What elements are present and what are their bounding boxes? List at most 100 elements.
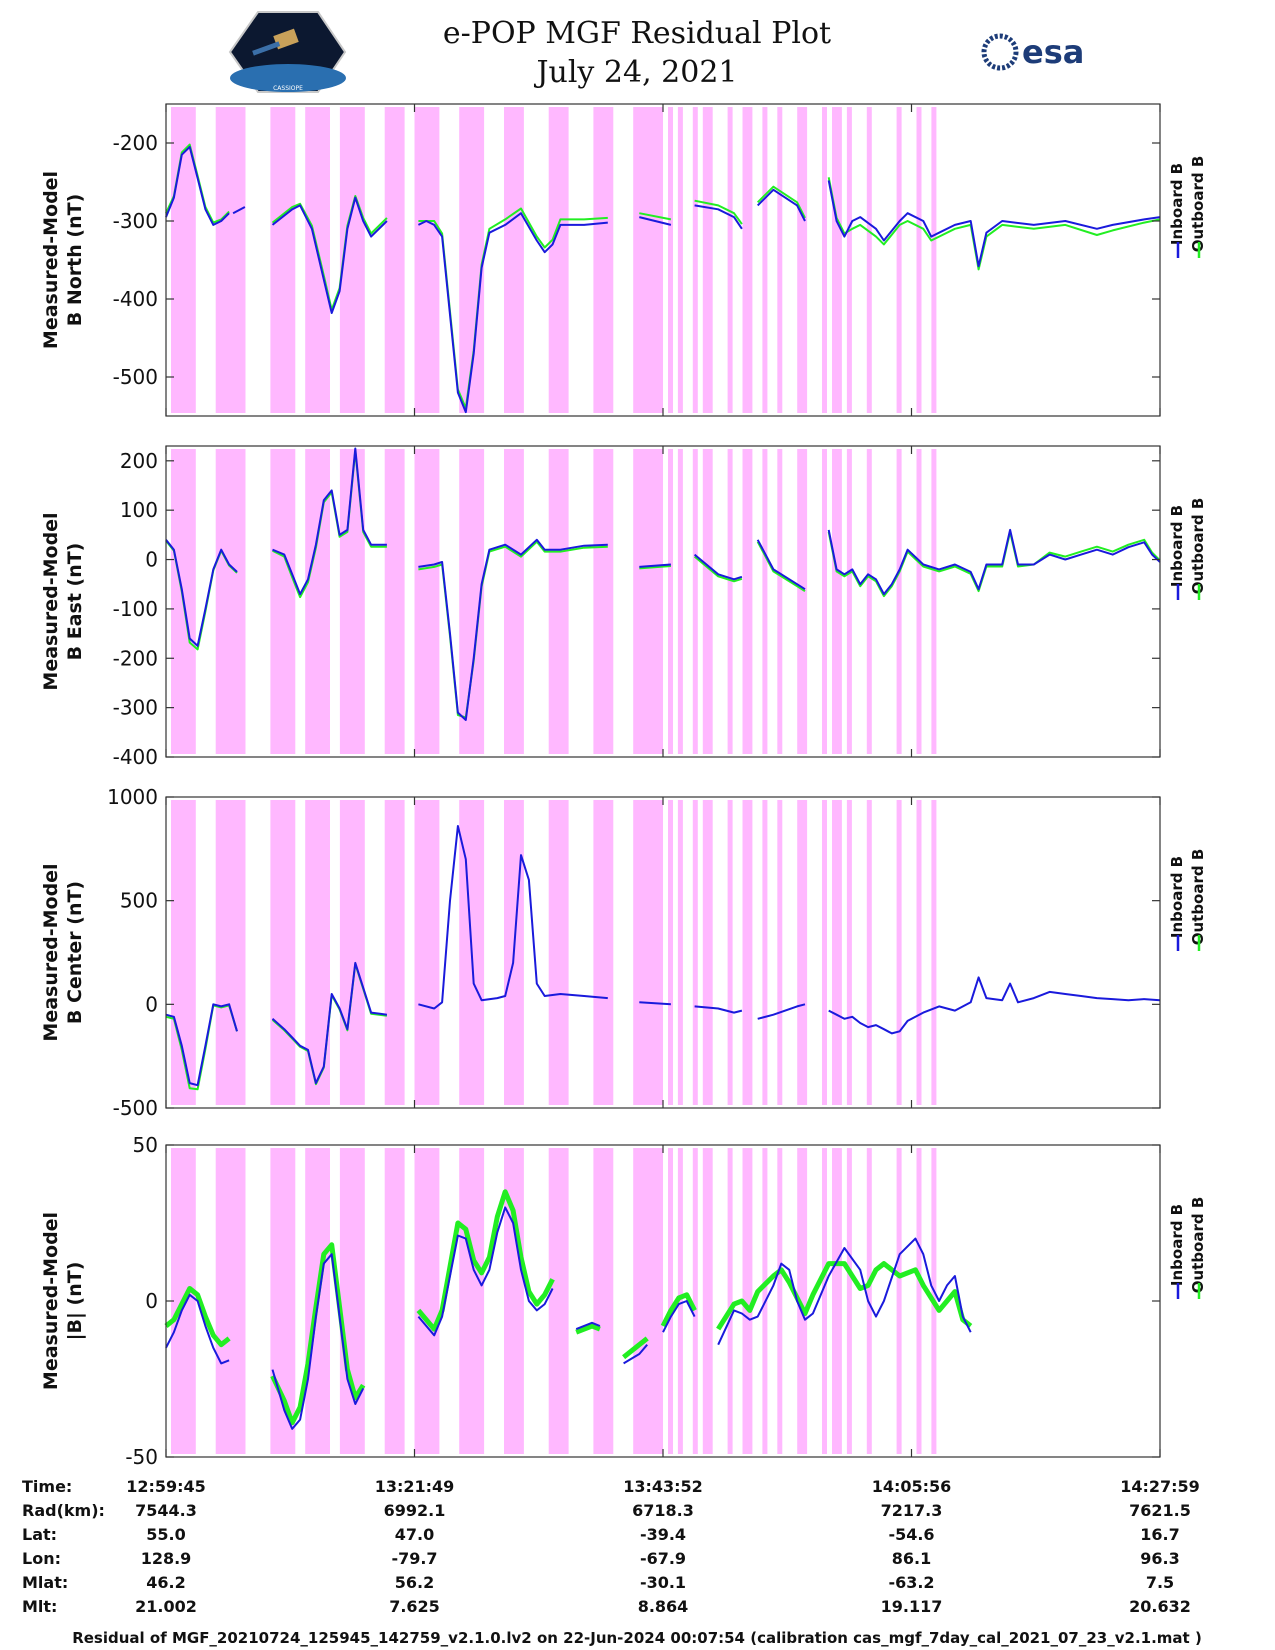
inboard-series-line xyxy=(418,825,608,1010)
data-gap-band xyxy=(633,800,663,1105)
data-gap-band xyxy=(846,800,852,1105)
inboard-series-line xyxy=(165,1003,238,1087)
data-gap-band xyxy=(339,800,365,1105)
data-gap-band xyxy=(504,1148,524,1454)
data-gap-band xyxy=(459,1148,485,1454)
data-gap-band xyxy=(270,107,296,413)
legend: Inboard B Outboard B xyxy=(1168,498,1207,600)
data-gap-band xyxy=(931,449,937,754)
cassiope-logo: CASSIOPE xyxy=(228,11,347,93)
inboard-series-line xyxy=(165,539,238,647)
data-gap-band xyxy=(916,1148,922,1454)
orbit-info-table: Time: Rad(km): Lat: Lon: Mlat: Mlt: 12:5… xyxy=(22,1477,1200,1616)
info-cell: 55.0 xyxy=(146,1525,185,1544)
y-tick-label: -500 xyxy=(113,1096,158,1120)
info-cell: -30.1 xyxy=(640,1573,686,1592)
data-gap-band xyxy=(916,107,922,413)
data-gap-band xyxy=(384,107,405,413)
inboard-series-line xyxy=(232,206,246,215)
data-gap-band xyxy=(668,449,673,754)
data-gap-band xyxy=(916,449,922,754)
data-gap-band xyxy=(846,1148,852,1454)
row-label-lat: Lat: xyxy=(22,1525,57,1544)
data-gap-band xyxy=(742,449,753,754)
data-gap-band xyxy=(727,800,733,1105)
data-gap-band xyxy=(727,107,733,413)
outboard-series-line xyxy=(270,1242,366,1426)
y-tick-label: 500 xyxy=(120,889,158,913)
data-gap-band xyxy=(215,107,246,413)
legend: Inboard B Outboard B xyxy=(1168,1197,1207,1299)
info-cell: 14:05:56 xyxy=(872,1477,952,1496)
info-cell: 47.0 xyxy=(395,1525,434,1544)
y-tick-label: -500 xyxy=(113,365,158,389)
inboard-series-line xyxy=(828,976,1161,1035)
cassiope-logo-text: CASSIOPE xyxy=(273,85,303,92)
info-cell: 16.7 xyxy=(1140,1525,1179,1544)
outboard-series-line xyxy=(416,1189,555,1332)
data-gap-band xyxy=(692,107,698,413)
inboard-series-line xyxy=(694,204,743,230)
data-gap-band xyxy=(414,107,440,413)
y-axis-label: B Center (nT) xyxy=(64,881,86,1024)
data-gap-band xyxy=(692,449,698,754)
data-gap-band xyxy=(702,1148,713,1454)
legend-label-outboard: Outboard B xyxy=(1189,849,1207,946)
data-gap-band xyxy=(896,107,902,413)
inboard-series-line xyxy=(165,1293,230,1365)
data-gap-band xyxy=(215,449,246,754)
outboard-series-line xyxy=(827,177,1161,271)
info-cell: 7544.3 xyxy=(135,1501,197,1520)
info-cell: 128.9 xyxy=(141,1549,192,1568)
figure-footer: Residual of MGF_20210724_125945_142759_v… xyxy=(72,1629,1202,1647)
data-gap-band xyxy=(677,1148,683,1454)
info-cell: 20.632 xyxy=(1129,1597,1191,1616)
data-gap-band xyxy=(384,449,405,754)
inboard-series-line xyxy=(693,553,743,581)
data-gap-band xyxy=(593,107,614,413)
inboard-series-line xyxy=(272,447,387,596)
chart-panel-3: 1000 500 0 -500 Measured-Model B Center (nT) I… xyxy=(40,785,1207,1120)
inboard-series-line xyxy=(662,1300,696,1333)
y-tick-label: 100 xyxy=(120,498,158,522)
data-gap-band xyxy=(866,449,872,754)
y-tick-label: -50 xyxy=(125,1445,158,1469)
legend-label-outboard: Outboard B xyxy=(1189,498,1207,595)
y-tick-label: 0 xyxy=(145,1289,158,1313)
legend-label-outboard: Outboard B xyxy=(1189,1197,1207,1294)
data-gap-band xyxy=(504,107,524,413)
row-label-mlat: Mlat: xyxy=(22,1573,68,1592)
data-gap-band xyxy=(822,1148,827,1454)
data-gap-band xyxy=(593,800,614,1105)
y-tick-label: -100 xyxy=(113,597,158,621)
data-gap-band xyxy=(414,800,440,1105)
data-gap-band xyxy=(931,107,937,413)
data-gap-band xyxy=(762,107,768,413)
row-label-time: Time: xyxy=(22,1477,72,1496)
inboard-series-line xyxy=(757,1003,806,1020)
info-cell: 12:59:45 xyxy=(126,1477,206,1496)
info-cell: 7621.5 xyxy=(1129,1501,1191,1520)
data-gap-band xyxy=(822,107,827,413)
y-tick-label: -400 xyxy=(113,745,158,769)
info-cell: 6718.3 xyxy=(632,1501,694,1520)
inboard-series-line xyxy=(271,1253,365,1430)
data-gap-band xyxy=(668,1148,673,1454)
data-gap-band xyxy=(832,800,842,1105)
data-gap-band xyxy=(797,449,808,754)
info-cell: 46.2 xyxy=(146,1573,185,1592)
y-axis-label: B North (nT) xyxy=(64,194,86,327)
info-cell: 6992.1 xyxy=(384,1501,446,1520)
data-gap-band xyxy=(633,107,663,413)
info-cell: 13:21:49 xyxy=(375,1477,455,1496)
inboard-series-line xyxy=(756,539,806,591)
data-gap-band xyxy=(896,449,902,754)
data-gap-band xyxy=(931,800,937,1105)
data-gap-band xyxy=(692,1148,698,1454)
data-gap-band xyxy=(270,449,296,754)
data-gap-band xyxy=(866,1148,872,1454)
data-gap-band xyxy=(846,107,852,413)
data-gap-band xyxy=(593,449,614,754)
outboard-series-line xyxy=(756,185,806,219)
